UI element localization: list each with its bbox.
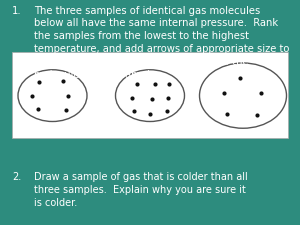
Text: The three samples of identical gas molecules
below all have the same internal pr: The three samples of identical gas molec… xyxy=(34,6,290,80)
Text: 1.: 1. xyxy=(12,6,22,16)
Text: 2.: 2. xyxy=(12,172,21,182)
Bar xyxy=(12,52,288,138)
Text: Draw a sample of gas that is colder than all
three samples.  Explain why you are: Draw a sample of gas that is colder than… xyxy=(34,172,248,208)
